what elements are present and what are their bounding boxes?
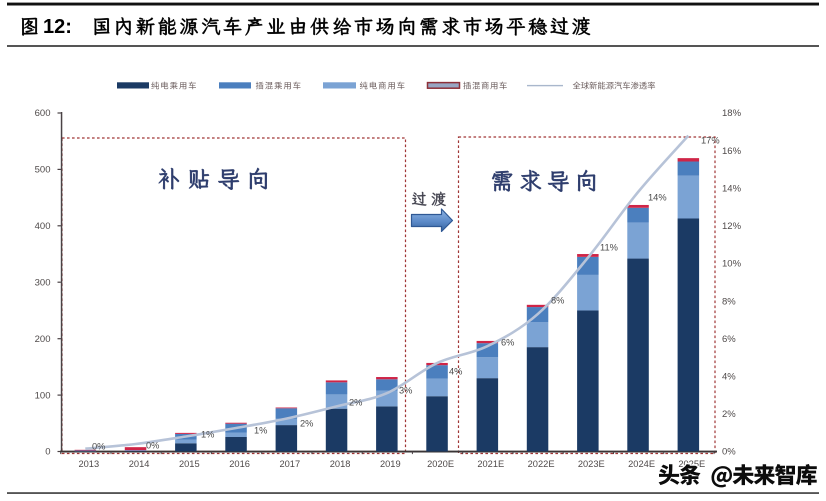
svg-text:14%: 14% bbox=[722, 183, 742, 194]
svg-text:2017: 2017 bbox=[279, 459, 300, 469]
svg-text:2015: 2015 bbox=[179, 459, 200, 469]
svg-text:14%: 14% bbox=[648, 193, 667, 203]
svg-text:10%: 10% bbox=[722, 259, 742, 270]
svg-text:18%: 18% bbox=[722, 108, 742, 119]
svg-text:17%: 17% bbox=[701, 136, 720, 146]
svg-text:2022E: 2022E bbox=[528, 459, 555, 469]
svg-text:2%: 2% bbox=[722, 409, 736, 420]
svg-text:1%: 1% bbox=[254, 426, 267, 436]
svg-text:6%: 6% bbox=[501, 338, 514, 348]
svg-text:1%: 1% bbox=[201, 430, 214, 440]
svg-text:2014: 2014 bbox=[129, 459, 150, 469]
svg-text:12%: 12% bbox=[722, 221, 742, 232]
svg-text:6%: 6% bbox=[722, 334, 736, 345]
svg-text:0%: 0% bbox=[722, 447, 736, 458]
svg-text:2016: 2016 bbox=[229, 459, 250, 469]
svg-text:16%: 16% bbox=[722, 146, 742, 157]
svg-text:100: 100 bbox=[35, 390, 51, 401]
svg-text:3%: 3% bbox=[399, 386, 412, 396]
svg-text:4%: 4% bbox=[722, 372, 736, 383]
svg-text:0%: 0% bbox=[146, 441, 159, 451]
svg-text:400: 400 bbox=[35, 221, 51, 232]
svg-text:12:: 12: bbox=[43, 16, 72, 38]
svg-text:8%: 8% bbox=[722, 296, 736, 307]
svg-text:2018: 2018 bbox=[330, 459, 351, 469]
svg-text:2020E: 2020E bbox=[427, 459, 454, 469]
svg-text:2023E: 2023E bbox=[578, 459, 605, 469]
svg-text:500: 500 bbox=[35, 165, 51, 176]
svg-text:2019: 2019 bbox=[380, 459, 401, 469]
svg-text:2025E: 2025E bbox=[678, 459, 705, 469]
svg-text:2%: 2% bbox=[300, 419, 313, 429]
svg-text:300: 300 bbox=[35, 277, 51, 288]
svg-text:2%: 2% bbox=[349, 398, 362, 408]
svg-text:0: 0 bbox=[45, 447, 50, 458]
svg-text:2013: 2013 bbox=[78, 459, 99, 469]
svg-text:2024E: 2024E bbox=[628, 459, 655, 469]
svg-text:200: 200 bbox=[35, 334, 51, 345]
svg-text:2021E: 2021E bbox=[477, 459, 504, 469]
svg-text:4%: 4% bbox=[449, 367, 462, 377]
svg-text:600: 600 bbox=[35, 108, 51, 119]
svg-text:0%: 0% bbox=[92, 442, 105, 452]
svg-text:11%: 11% bbox=[600, 243, 618, 253]
svg-text:8%: 8% bbox=[551, 296, 564, 306]
